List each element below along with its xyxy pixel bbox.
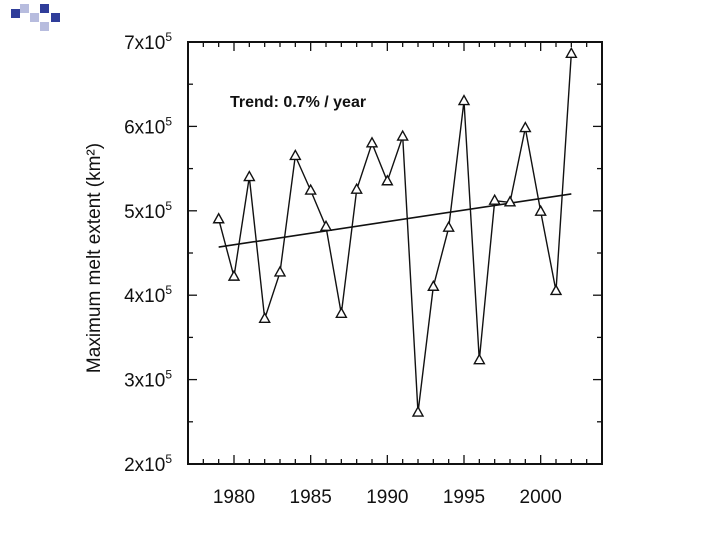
data-point (534, 204, 547, 216)
x-tick-label: 1990 (366, 487, 408, 508)
data-point (258, 311, 271, 324)
deco-square-light (40, 22, 49, 31)
y-tick-label: 5x105 (124, 199, 172, 223)
y-tick-label: 4x105 (124, 283, 172, 307)
data-point (473, 353, 486, 365)
data-point (503, 195, 517, 207)
data-point (519, 121, 532, 133)
plot-frame (187, 41, 603, 465)
data-point (549, 284, 563, 296)
y-tick-label: 7x105 (124, 30, 172, 54)
slide-bullet-decoration (0, 0, 70, 40)
y-tick-label: 6x105 (124, 114, 172, 138)
data-point (273, 265, 287, 277)
data-point (488, 193, 501, 205)
data-point (365, 136, 379, 148)
deco-square-light (30, 13, 39, 22)
y-axis-label: Maximum melt extent (km²) (84, 143, 105, 373)
data-point (243, 170, 256, 182)
trend-line (218, 193, 572, 248)
data-point (427, 279, 440, 291)
data-point (565, 46, 578, 59)
x-tick-label: 1985 (290, 487, 332, 508)
data-point (396, 129, 409, 141)
x-tick-label: 1995 (443, 487, 485, 508)
data-point (381, 174, 394, 186)
data-point (442, 220, 455, 232)
deco-square-dark (40, 4, 49, 13)
data-point (350, 182, 363, 194)
data-point (319, 219, 333, 232)
data-point (289, 148, 302, 161)
y-tick-label: 3x105 (124, 368, 172, 392)
data-point (227, 269, 241, 281)
data-point (212, 212, 225, 224)
y-tick-labels: 2x105 3x105 4x105 5x105 6x105 7x105 (124, 30, 172, 476)
x-tick-label: 2000 (520, 487, 562, 508)
deco-square-dark (11, 9, 20, 18)
data-point (335, 306, 348, 318)
series-line (218, 53, 572, 413)
x-tick-label: 1980 (213, 487, 255, 508)
data-point (457, 94, 471, 106)
data-point (304, 183, 317, 195)
y-tick-label: 2x105 (124, 452, 172, 476)
deco-square-dark (51, 13, 60, 22)
data-point (411, 405, 425, 417)
deco-square-light (20, 4, 29, 13)
x-tick-labels: 1980 1985 1990 1995 2000 (213, 487, 562, 508)
trend-annotation: Trend: 0.7% / year (230, 94, 366, 111)
data-markers (212, 46, 578, 417)
